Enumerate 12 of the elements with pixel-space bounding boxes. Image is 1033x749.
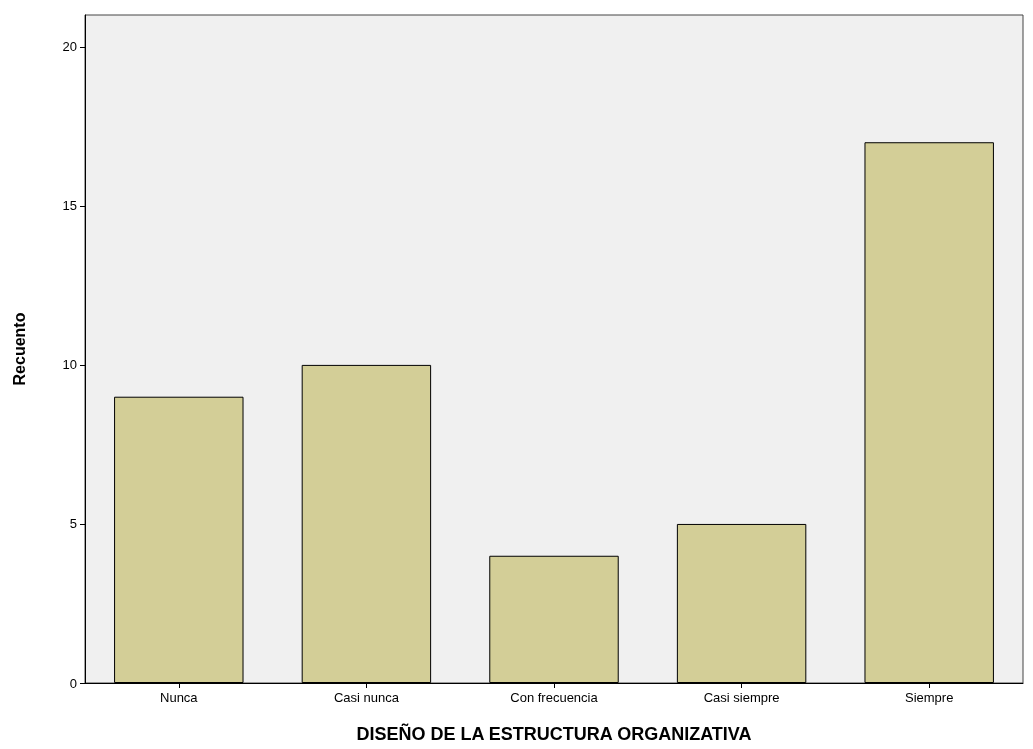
y-tick-label: 0 [69,675,77,691]
x-axis-title: DISEÑO DE LA ESTRUCTURA ORGANIZATIVA [356,723,752,744]
x-tick-label: Casi nunca [333,690,400,705]
x-tick-label: Casi siempre [703,690,780,705]
y-tick-label: 15 [62,198,77,214]
y-axis-title: Recuento [10,312,28,386]
x-tick-label: Nunca [160,690,199,705]
y-tick-label: 10 [62,357,77,373]
y-tick-label: 5 [69,516,77,532]
x-tick-label: Siempre [904,690,954,705]
y-tick-label: 20 [62,39,77,55]
x-tick-label: Con frecuencia [510,690,599,705]
